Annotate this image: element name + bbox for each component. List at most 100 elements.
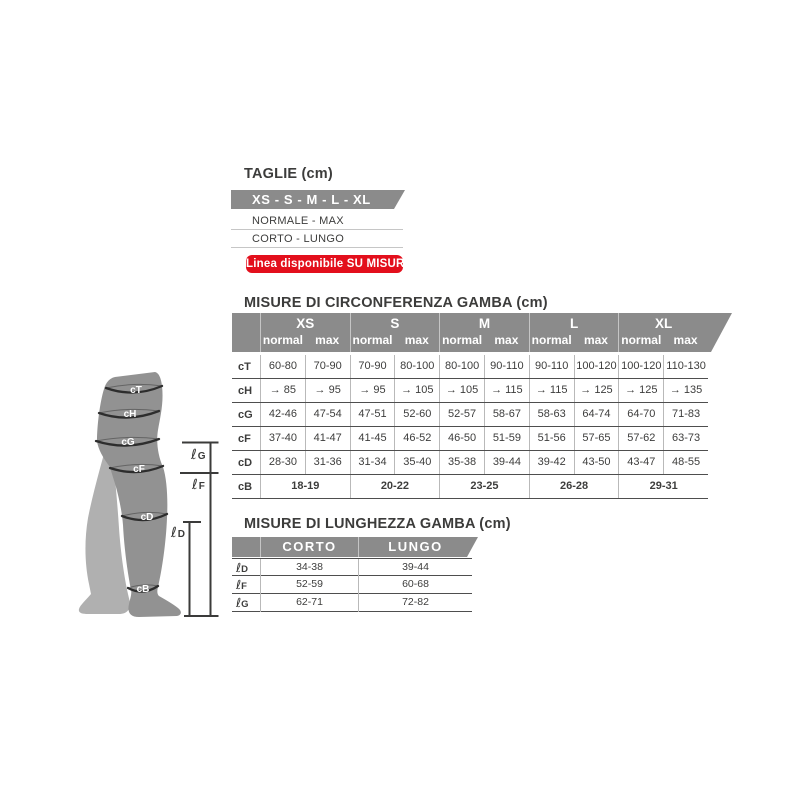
- table-cell: → 105: [439, 379, 484, 402]
- table-cell: 20-22: [349, 475, 440, 498]
- sizes-banner: XS - S - M - L - XL: [231, 190, 405, 209]
- length-ruler-ld: [183, 521, 201, 616]
- table-cell: 43-47: [618, 451, 663, 474]
- size-header-s: S: [350, 313, 440, 333]
- subheader-max: max: [494, 333, 519, 347]
- band-label-cg: cG: [121, 437, 135, 448]
- table-cell: 41-47: [304, 427, 350, 450]
- table-cell: → 115: [483, 379, 529, 402]
- table-cell: 31-34: [349, 451, 395, 474]
- size-header-xs: XS: [260, 313, 350, 333]
- table-cell: 63-73: [663, 427, 708, 450]
- row-label: cH: [238, 384, 253, 397]
- table-cell: 42-46: [260, 403, 305, 426]
- table-cell: 29-31: [618, 475, 708, 498]
- band-cd: [120, 512, 169, 522]
- table-cell: 110-130: [663, 355, 708, 378]
- table-cell: → 125: [573, 379, 619, 402]
- table-row: cH → 85 → 95 → 95 → 105 → 105 → 115 → 115 → 125 →…: [232, 379, 708, 403]
- table-cell: 41-45: [349, 427, 395, 450]
- row-label: ℓG: [236, 595, 249, 610]
- table-cell: 70-90: [349, 355, 395, 378]
- subheader-normal: normal: [529, 333, 574, 352]
- table-cell: 35-40: [394, 451, 439, 474]
- band-label-ch: cH: [124, 409, 137, 420]
- size-header-xl: XL: [618, 313, 708, 333]
- subheader-max: max: [673, 333, 698, 347]
- table-cell: 48-55: [663, 451, 708, 474]
- length-col-lungo: LUNGO: [358, 537, 472, 557]
- table-cell: 100-120: [618, 355, 663, 378]
- table-cell: 46-52: [394, 427, 439, 450]
- table-cell: 39-44: [358, 559, 472, 577]
- table-cell: 52-60: [394, 403, 439, 426]
- leg-diagram: cT cH cG cF cD cB ℓG ℓF ℓD: [78, 372, 219, 617]
- table-row: cF 37-40 41-47 41-45 46-52 46-50 51-59 51-56 57-…: [232, 427, 708, 451]
- table-cell: 58-63: [528, 403, 574, 426]
- subheader-row: normal max normal max normal max normal …: [232, 333, 732, 352]
- table-cell: 31-36: [304, 451, 350, 474]
- row-label: ℓD: [236, 560, 249, 575]
- subheader-max: max: [583, 333, 608, 347]
- table-cell: 60-80: [260, 355, 305, 378]
- table-cell: 39-42: [528, 451, 574, 474]
- table-cell: 39-44: [483, 451, 529, 474]
- circumference-table-header: XS S M L XL normal max normal max normal…: [232, 313, 732, 352]
- subheader-max: max: [404, 333, 429, 347]
- length-table-body: ℓD 34-38 39-44 ℓF 52-59 60-68 ℓG 62-71 72-82: [232, 558, 472, 612]
- table-cell: 37-40: [260, 427, 305, 450]
- subheader-normal: normal: [439, 333, 484, 352]
- table-cell: 71-83: [663, 403, 708, 426]
- band-ct-top: [105, 383, 163, 389]
- band-ct: [104, 384, 164, 394]
- circumference-table-body: cT 60-80 70-90 70-90 80-100 80-100 90-110 90-11…: [232, 355, 708, 499]
- table-cell: 57-62: [618, 427, 663, 450]
- band-cd-top: [121, 511, 168, 517]
- table-cell: 26-28: [528, 475, 619, 498]
- table-cell: 80-100: [394, 355, 439, 378]
- row-label: cD: [238, 456, 253, 469]
- table-row: cG 42-46 47-54 47-51 52-60 52-57 58-67 58-63 64-…: [232, 403, 708, 427]
- table-cell: → 95: [349, 379, 395, 402]
- table-cell: → 95: [304, 379, 350, 402]
- option-corto-lungo: CORTO - LUNGO: [231, 230, 403, 248]
- length-label-ld: ℓD: [170, 525, 185, 541]
- subheader-max: max: [315, 333, 340, 347]
- row-label: cG: [238, 408, 253, 421]
- row-label: cF: [238, 432, 251, 445]
- sizes-title: TAGLIE (cm): [244, 166, 333, 182]
- table-cell: 58-67: [483, 403, 529, 426]
- band-cf-top: [109, 463, 164, 469]
- table-cell: 57-65: [573, 427, 619, 450]
- table-cell: → 135: [663, 379, 708, 402]
- leg-front-silhouette: [97, 372, 181, 617]
- table-cell: 90-110: [528, 355, 574, 378]
- table-cell: 80-100: [439, 355, 484, 378]
- table-cell: 60-68: [358, 576, 472, 594]
- subheader-normal: normal: [618, 333, 663, 352]
- table-cell: 51-59: [483, 427, 529, 450]
- table-row: cT 60-80 70-90 70-90 80-100 80-100 90-110 90-11…: [232, 355, 708, 379]
- length-label-lf: ℓF: [191, 477, 205, 493]
- band-ch-top: [98, 408, 160, 414]
- option-normale-max: NORMALE - MAX: [231, 212, 403, 230]
- table-row: ℓD 34-38 39-44: [232, 558, 472, 577]
- table-cell: 51-56: [528, 427, 574, 450]
- row-label: cB: [238, 480, 253, 493]
- table-cell: 72-82: [358, 594, 472, 612]
- size-header-l: L: [529, 313, 619, 333]
- row-label: cT: [238, 360, 251, 373]
- size-header-m: M: [439, 313, 529, 333]
- table-cell: 64-74: [573, 403, 619, 426]
- table-cell: 62-71: [260, 594, 358, 612]
- subheader-normal: normal: [260, 333, 305, 352]
- table-cell: 47-51: [349, 403, 395, 426]
- table-row: cB 18-19 20-22 23-25 26-28 29-31: [232, 475, 708, 499]
- row-label: ℓF: [236, 577, 247, 592]
- table-cell: 70-90: [304, 355, 350, 378]
- length-label-lg: ℓG: [190, 447, 206, 463]
- table-cell: 52-57: [439, 403, 484, 426]
- table-cell: 23-25: [439, 475, 529, 498]
- custom-line-badge: Linea disponibile SU MISURA: [246, 255, 413, 273]
